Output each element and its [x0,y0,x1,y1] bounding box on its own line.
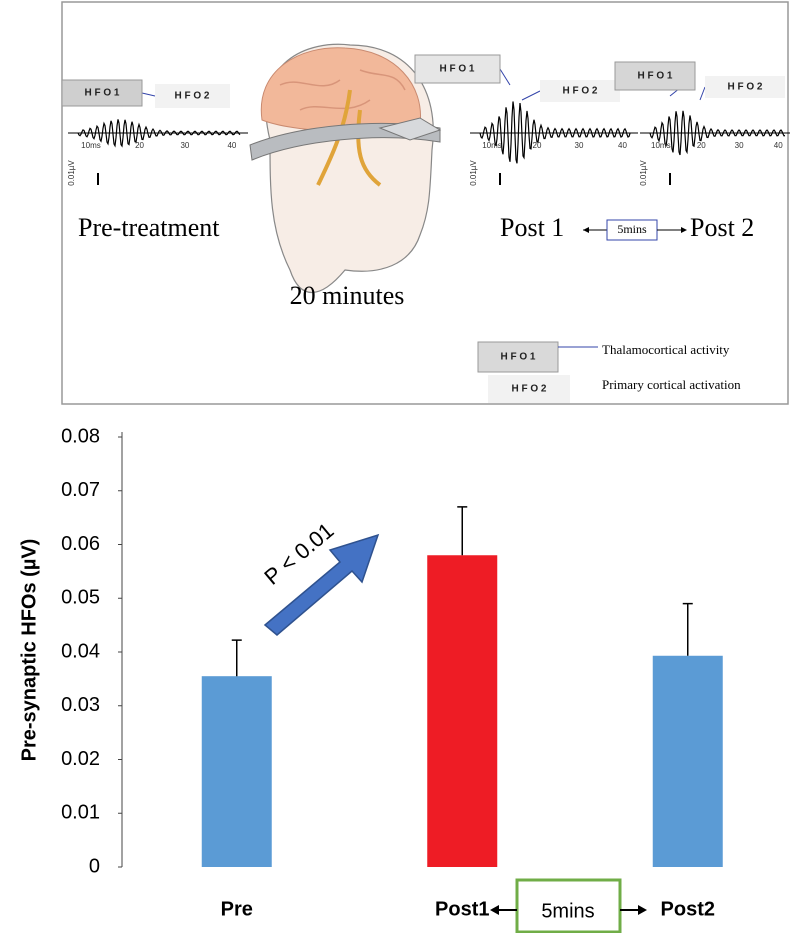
hfo-label: H F O 2 [511,384,546,395]
time-tick: 10ms [651,141,671,150]
y-tick-label: 0.05 [61,587,100,609]
time-tick: 20 [533,141,542,150]
y-tick-label: 0.01 [61,802,100,824]
y-tick-label: 0 [89,855,100,877]
time-tick: 20 [135,141,144,150]
post2-label: Post 2 [690,213,754,242]
time-tick: 30 [575,141,584,150]
bar-chart: 0 0.01 0.02 0.03 0.04 0.05 0.06 0.07 0.08 Pre Post… [61,425,723,920]
x-tick-label: Post1 [435,898,489,920]
error-bar [232,640,242,676]
legend-label: Primary cortical activation [602,377,741,392]
time-tick: 10ms [482,141,502,150]
bar [653,656,723,867]
y-tick-label: 0.07 [61,479,100,501]
pre-label: Pre-treatment [78,213,220,242]
hfo-label: H F O 1 [439,64,474,75]
y-tick-label: 0.06 [61,533,100,555]
scale-label: 0.01µV [469,160,478,186]
hfo-label: H F O 2 [727,82,762,93]
time-tick: 40 [618,141,627,150]
interval-label: 5mins [541,900,594,922]
arrow-head [638,905,647,915]
y-tick-label: 0.02 [61,748,100,770]
hfo-label: H F O 1 [84,88,119,99]
time-tick: 40 [774,141,783,150]
y-tick-label: 0.03 [61,694,100,716]
interval-label: 5mins [617,222,647,236]
arrow-head [490,905,499,915]
time-tick: 40 [227,141,236,150]
post1-label: Post 1 [500,213,564,242]
hfo-label: H F O 2 [174,91,209,102]
time-tick: 10ms [81,141,101,150]
x-tick-label: Pre [221,898,253,920]
hfo-label: H F O 1 [637,71,672,82]
error-bar [683,604,693,656]
figure: 10ms 20 30 40 0.01µV 10ms 20 30 40 0.01µV 10ms 20 30… [0,0,790,933]
y-axis-label: Pre-synaptic HFOs (µV) [18,539,40,762]
x-tick-label: Post2 [661,898,715,920]
time-tick: 30 [180,141,189,150]
error-bar [457,507,467,555]
time-tick: 30 [735,141,744,150]
hfo-label: H F O 2 [562,86,597,97]
scale-label: 0.01µV [67,160,76,186]
duration-label: 20 minutes [290,281,405,310]
time-tick: 20 [697,141,706,150]
legend-label: Thalamocortical activity [602,342,730,357]
bar [427,555,497,867]
hfo-label: H F O 1 [500,352,535,363]
y-tick-label: 0.08 [61,425,100,447]
y-tick-label: 0.04 [61,640,100,662]
scale-label: 0.01µV [639,160,648,186]
bar [202,676,272,867]
